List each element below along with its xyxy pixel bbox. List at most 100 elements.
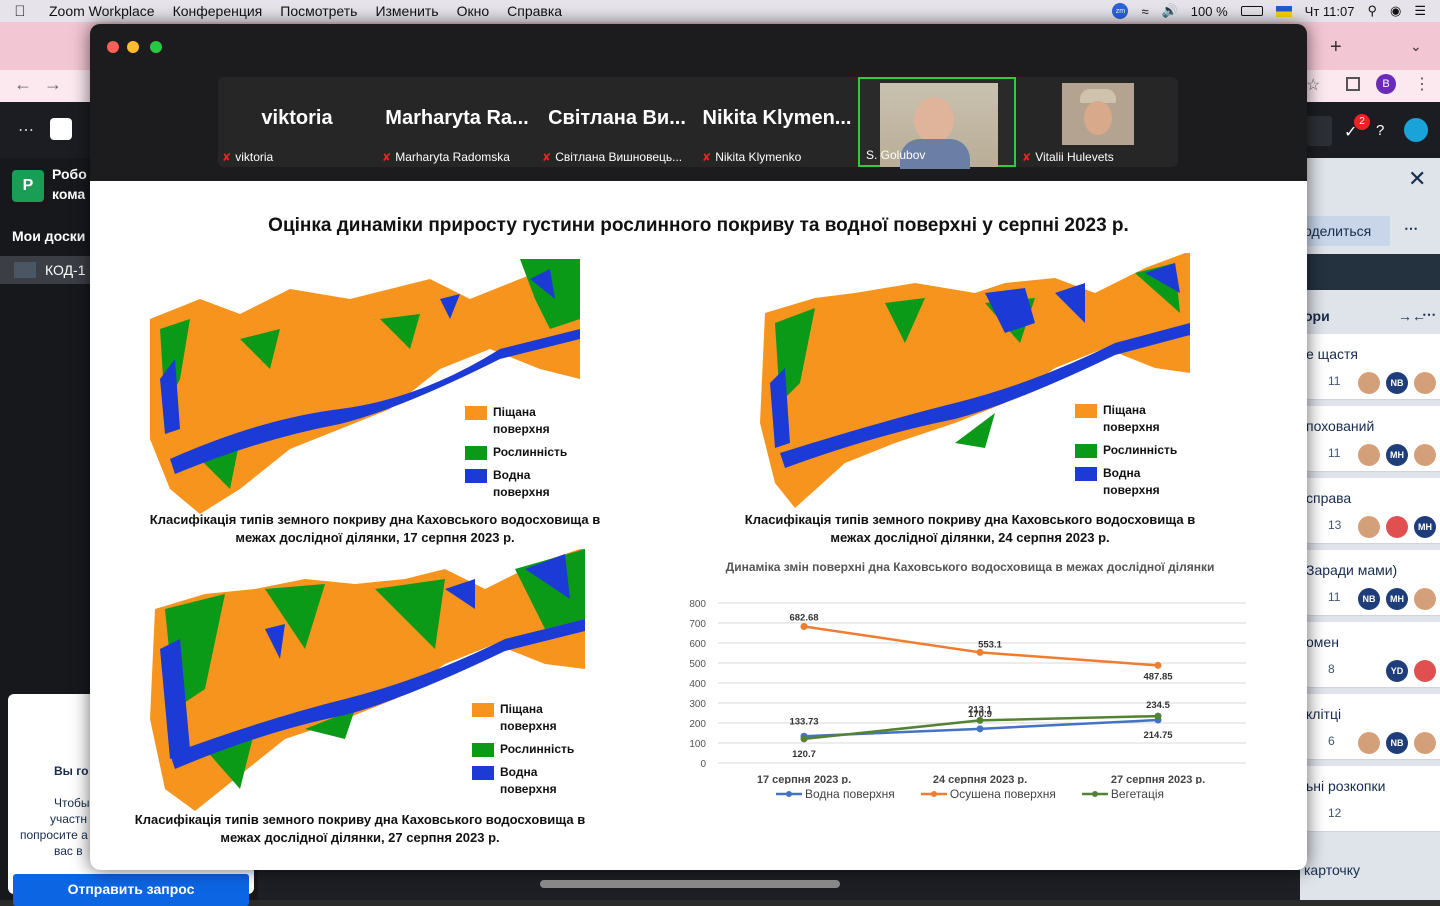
board-thumbnail <box>14 262 36 278</box>
panel-more-icon[interactable]: ⋯ <box>1404 220 1418 236</box>
horizontal-scrollbar[interactable] <box>540 880 840 888</box>
flag-icon[interactable] <box>1275 5 1292 17</box>
member-avatar[interactable] <box>1358 732 1380 754</box>
add-tab-icon[interactable]: + <box>1330 36 1342 58</box>
board-name: КОД-1 <box>45 262 86 278</box>
y-tick-label: 800 <box>689 599 706 610</box>
sidebar-icon[interactable] <box>1346 77 1360 91</box>
muted-mic-icon: ✘ <box>382 151 392 164</box>
member-avatar[interactable] <box>1414 732 1436 754</box>
member-avatar[interactable] <box>1386 516 1408 538</box>
close-window-button[interactable] <box>107 41 119 53</box>
wifi-icon[interactable]: ≈ <box>1141 3 1149 19</box>
card-item[interactable]: омен 8 YD <box>1300 622 1440 688</box>
share-button[interactable]: оделиться <box>1300 216 1390 246</box>
star-icon[interactable]: ☆ <box>1306 77 1321 94</box>
map-caption-24: Класифікація типів земного покриву дна К… <box>744 512 1196 545</box>
member-avatar[interactable] <box>1358 372 1380 394</box>
menu-edit[interactable]: Изменить <box>375 3 439 19</box>
card-item[interactable]: справа 13 MH <box>1300 478 1440 544</box>
request-heading: Вы го <box>54 764 89 778</box>
card-item[interactable]: похований 11 MH <box>1300 406 1440 472</box>
apps-grid-icon[interactable]: ⋯ <box>18 122 34 139</box>
spotlight-icon[interactable]: ⚲ <box>1367 3 1377 18</box>
data-point <box>976 648 984 656</box>
member-avatar[interactable] <box>1414 660 1436 682</box>
participant-big-name: Nikita Klymen... <box>702 107 852 129</box>
member-avatar[interactable]: MH <box>1386 444 1408 466</box>
card-panel: ✕ оделиться ⋯ ори →← ⋯ е щастя 11 NB похова… <box>1300 158 1440 900</box>
member-avatar[interactable] <box>1414 588 1436 610</box>
apple-icon[interactable]:  <box>0 3 40 20</box>
member-avatar[interactable]: NB <box>1386 732 1408 754</box>
card-item[interactable]: клітці 6 NB <box>1300 694 1440 760</box>
request-button[interactable]: Отправить запрос <box>13 874 249 906</box>
x-tick-label: 17 серпня 2023 р. <box>757 774 851 784</box>
help-icon[interactable]: ? <box>1376 122 1385 139</box>
member-avatar[interactable]: MH <box>1386 588 1408 610</box>
participant-name: S. Golubov <box>866 148 926 162</box>
member-avatar[interactable]: YD <box>1386 660 1408 682</box>
participant-tile[interactable]: viktoria ✘ viktoria <box>218 77 376 167</box>
participant-big-name: viktoria <box>261 107 333 129</box>
chart-plot: 0 100 200 300 400 500 600 700 800 17 серпня 2023 … <box>689 599 1246 784</box>
card-item[interactable]: е щастя 11 NB <box>1300 334 1440 400</box>
menu-conference[interactable]: Конференция <box>172 3 263 19</box>
trello-logo-icon[interactable] <box>50 118 72 140</box>
maximize-window-button[interactable] <box>150 41 162 53</box>
participant-tile[interactable]: ✘ Vitalii Hulevets <box>1018 77 1176 167</box>
participant-tile[interactable]: Світлана Ви... ✘ Світлана Вишновець... <box>538 77 696 167</box>
menu-window[interactable]: Окно <box>456 3 490 19</box>
profile-avatar[interactable]: B <box>1376 74 1396 94</box>
collapse-icon[interactable]: →← <box>1398 308 1426 324</box>
member-avatar[interactable]: NB <box>1358 588 1380 610</box>
participant-tile[interactable]: Marharyta Ra... ✘ Marharyta Radomska <box>378 77 536 167</box>
volume-icon[interactable]: 🔊 <box>1161 3 1178 18</box>
member-avatar[interactable] <box>1358 444 1380 466</box>
notifications-icon[interactable]: ✓ <box>1344 124 1358 141</box>
data-label: 553.1 <box>978 639 1002 650</box>
forward-icon[interactable]: → <box>44 74 62 94</box>
workspace-name-2: кома <box>52 186 86 202</box>
card-item[interactable]: ьні розкопки 12 <box>1300 766 1440 832</box>
data-point <box>976 725 984 733</box>
member-avatar[interactable] <box>1358 516 1380 538</box>
search-field[interactable] <box>1306 116 1332 146</box>
request-text-3: попросите а <box>20 828 88 842</box>
minimize-window-button[interactable] <box>127 41 139 53</box>
legend-swatch-water <box>472 766 494 780</box>
panel-more-icon-2[interactable]: ⋯ <box>1422 306 1436 322</box>
legend-sand: Піщана поверхня <box>493 405 550 436</box>
participant-tile[interactable]: Nikita Klymen... ✘ Nikita Klymenko <box>698 77 856 167</box>
land-cover-map-24 <box>760 253 1190 508</box>
zoom-status-icon[interactable]: zm <box>1112 3 1129 19</box>
chevron-down-icon[interactable]: ⌄ <box>1410 38 1422 54</box>
data-label: 213.1 <box>968 704 992 715</box>
more-icon[interactable]: ⋮ <box>1414 76 1430 93</box>
close-icon[interactable]: ✕ <box>1408 166 1427 191</box>
workspace-avatar[interactable]: P <box>12 170 44 202</box>
back-icon[interactable]: ← <box>14 74 32 94</box>
account-avatar[interactable] <box>1404 118 1428 142</box>
zoom-window: viktoria ✘ viktoria Marharyta Ra... ✘ Marh… <box>90 24 1307 870</box>
menu-view[interactable]: Посмотреть <box>280 3 358 19</box>
muted-mic-icon: ✘ <box>702 151 712 164</box>
legend-item-water: Водна поверхня <box>776 787 895 801</box>
legend-water: Водна поверхня <box>493 468 550 499</box>
menu-app-name[interactable]: Zoom Workplace <box>49 3 155 19</box>
member-avatar[interactable] <box>1414 372 1436 394</box>
battery-icon[interactable] <box>1240 6 1263 16</box>
add-card-button[interactable]: карточку <box>1304 862 1361 878</box>
card-item[interactable]: Заради мами) 11 NB MH <box>1300 550 1440 616</box>
card-title: е щастя <box>1306 346 1358 362</box>
legend-label-water: Водна поверхня <box>805 787 895 801</box>
member-avatar[interactable]: MH <box>1414 516 1436 538</box>
control-center-icon[interactable]: ◉ <box>1390 3 1402 18</box>
member-avatar[interactable]: NB <box>1386 372 1408 394</box>
clock[interactable]: Чт 11:07 <box>1304 3 1355 19</box>
member-avatar[interactable] <box>1414 444 1436 466</box>
legend-veg: Рослинність <box>500 742 575 756</box>
menu-help[interactable]: Справка <box>507 3 563 19</box>
active-speaker-tile[interactable]: S. Golubov <box>858 77 1016 169</box>
menu-list-icon[interactable]: ☰ <box>1414 3 1426 18</box>
